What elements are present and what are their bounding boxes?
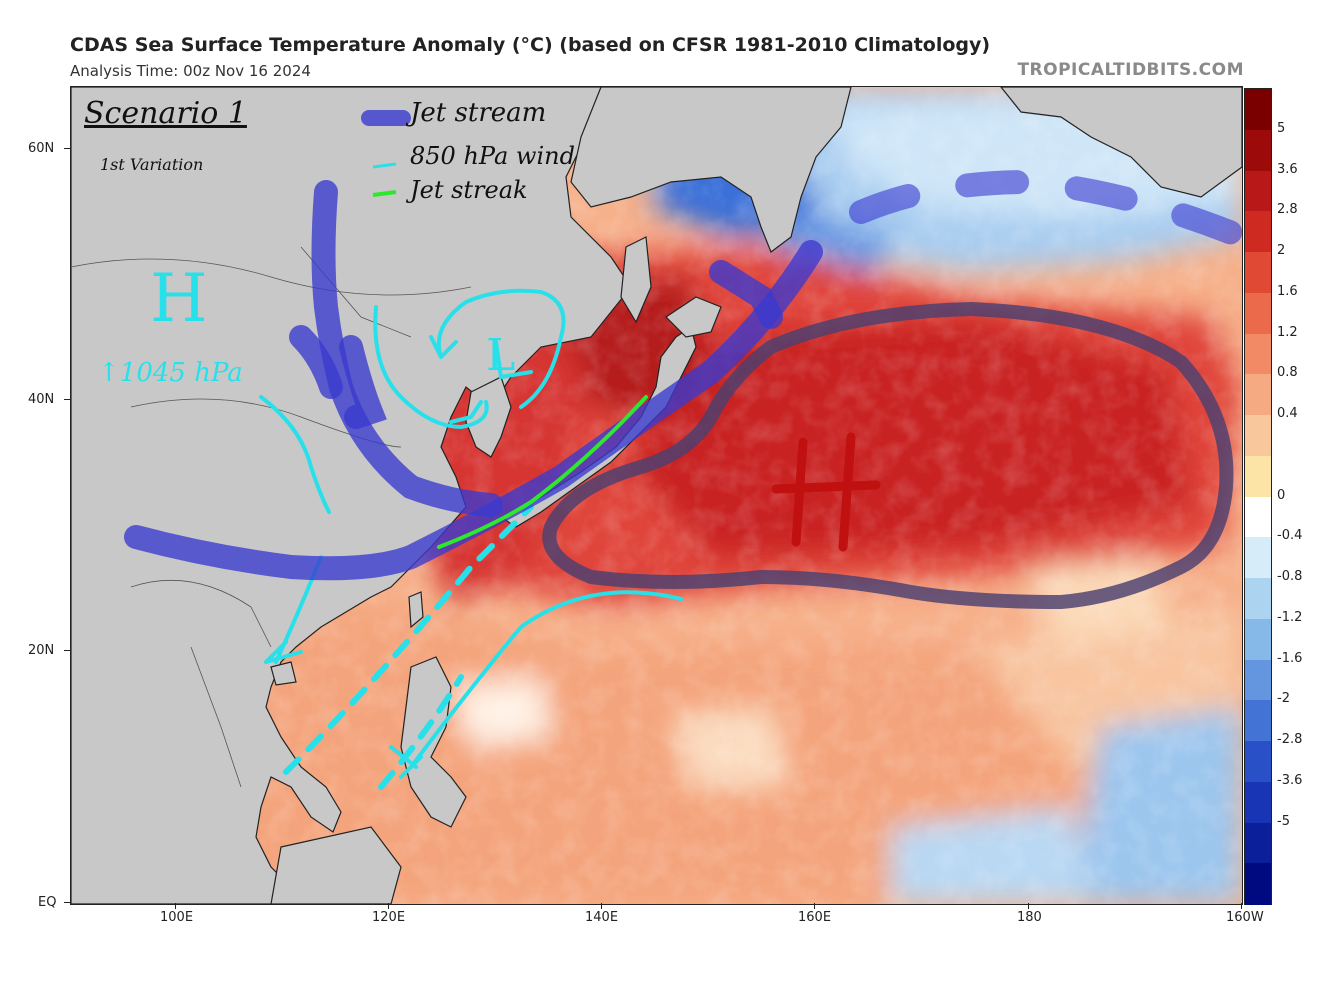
colorbar-segment xyxy=(1245,455,1271,497)
colorbar-segment xyxy=(1245,781,1271,823)
x-label-100e: 100E xyxy=(160,910,194,925)
colorbar-label: -2.8 xyxy=(1277,732,1303,747)
hainan xyxy=(270,661,297,686)
colorbar-segment xyxy=(1245,863,1271,905)
jet-streak xyxy=(437,395,648,549)
high-east-glyph xyxy=(771,432,881,552)
low-letter: L xyxy=(486,330,516,381)
colorbar-label: -3.6 xyxy=(1277,772,1303,788)
colorbar-segment xyxy=(1245,578,1271,620)
colorbar-segment xyxy=(1245,700,1271,742)
taiwan xyxy=(408,591,424,629)
colorbar-segment xyxy=(1245,129,1271,171)
x-tick xyxy=(1241,903,1242,909)
colorbar-label: 2 xyxy=(1277,243,1286,258)
y-label-20n: 20N xyxy=(28,643,55,658)
sakhalin xyxy=(620,236,652,324)
x-label-140e: 140E xyxy=(585,910,619,925)
hokkaido xyxy=(665,296,722,338)
colorbar-label: 0.8 xyxy=(1277,365,1298,381)
site-brand: TROPICALTIDBITS.COM xyxy=(1017,60,1244,80)
y-tick xyxy=(64,650,70,651)
colorbar-segment xyxy=(1245,89,1271,131)
colorbar-label: -1.6 xyxy=(1277,650,1303,666)
jet-stream xyxy=(124,180,823,581)
colorbar-segment xyxy=(1245,618,1271,660)
colorbar-segment xyxy=(1245,252,1271,294)
legend-850-wind: 850 hPa wind xyxy=(410,142,575,170)
y-label-40n: 40N xyxy=(28,392,55,407)
x-label-160w: 160W xyxy=(1226,910,1264,925)
y-label-60n: 60N xyxy=(28,141,55,156)
colorbar-segment xyxy=(1245,537,1271,579)
colorbar-segment xyxy=(1245,741,1271,783)
colorbar-label: 3.6 xyxy=(1277,161,1298,177)
colorbar-label: 1.2 xyxy=(1277,324,1298,340)
colorbar-segment xyxy=(1245,333,1271,375)
high-west-letter: H xyxy=(150,260,208,337)
x-label-180: 180 xyxy=(1017,910,1042,925)
colorbar-label: 0.4 xyxy=(1277,406,1298,421)
borneo xyxy=(270,826,402,904)
colorbar-label: 5 xyxy=(1277,120,1286,136)
jet-stream-dashed xyxy=(849,169,1242,249)
alaska xyxy=(1000,87,1242,198)
colorbar-label: 1.6 xyxy=(1277,283,1298,299)
legend-streak-swatch xyxy=(372,190,397,197)
high-pressure-outline xyxy=(542,301,1234,610)
colorbar-label: -5 xyxy=(1277,813,1290,829)
y-tick xyxy=(64,148,70,149)
map-canvas xyxy=(71,87,1242,904)
colorbar-segment xyxy=(1245,211,1271,253)
colorbar-segment xyxy=(1245,170,1271,212)
colorbar xyxy=(1244,88,1272,905)
colorbar-segment xyxy=(1245,496,1271,538)
colorbar-label: -0.4 xyxy=(1277,528,1303,544)
kamchatka xyxy=(570,87,852,253)
wind-850-arrows xyxy=(259,288,683,779)
colorbar-label: -2 xyxy=(1277,691,1290,707)
legend-jet-streak: Jet streak xyxy=(410,176,528,204)
scenario-variation: 1st Variation xyxy=(100,155,204,174)
x-label-160e: 160E xyxy=(798,910,832,925)
x-tick xyxy=(1028,903,1029,909)
x-tick xyxy=(175,903,176,909)
philippines xyxy=(400,656,467,828)
colorbar-label: -1.2 xyxy=(1277,609,1303,625)
colorbar-label: 0 xyxy=(1277,487,1286,503)
scenario-title: Scenario 1 xyxy=(84,96,247,131)
chart-title: CDAS Sea Surface Temperature Anomaly (°C… xyxy=(70,34,991,56)
colorbar-label: 2.8 xyxy=(1277,202,1298,218)
x-tick xyxy=(601,903,602,909)
x-label-120e: 120E xyxy=(372,910,406,925)
colorbar-segment xyxy=(1245,374,1271,416)
x-tick xyxy=(388,903,389,909)
high-west-pressure: ↑1045 hPa xyxy=(98,358,243,388)
y-tick xyxy=(64,399,70,400)
colorbar-segment xyxy=(1245,659,1271,701)
x-tick xyxy=(814,903,815,909)
y-tick xyxy=(64,902,70,903)
colorbar-label: -0.8 xyxy=(1277,569,1303,584)
colorbar-segment xyxy=(1245,415,1271,457)
y-label-eq: EQ xyxy=(38,895,57,910)
legend-wind-swatch xyxy=(372,162,397,169)
colorbar-segment xyxy=(1245,822,1271,864)
colorbar-segment xyxy=(1245,292,1271,334)
wind-850-dashed xyxy=(283,504,534,790)
sst-anomaly-map xyxy=(70,86,1243,905)
analysis-time: Analysis Time: 00z Nov 16 2024 xyxy=(70,62,311,80)
legend-jet-stream: Jet stream xyxy=(410,98,547,128)
